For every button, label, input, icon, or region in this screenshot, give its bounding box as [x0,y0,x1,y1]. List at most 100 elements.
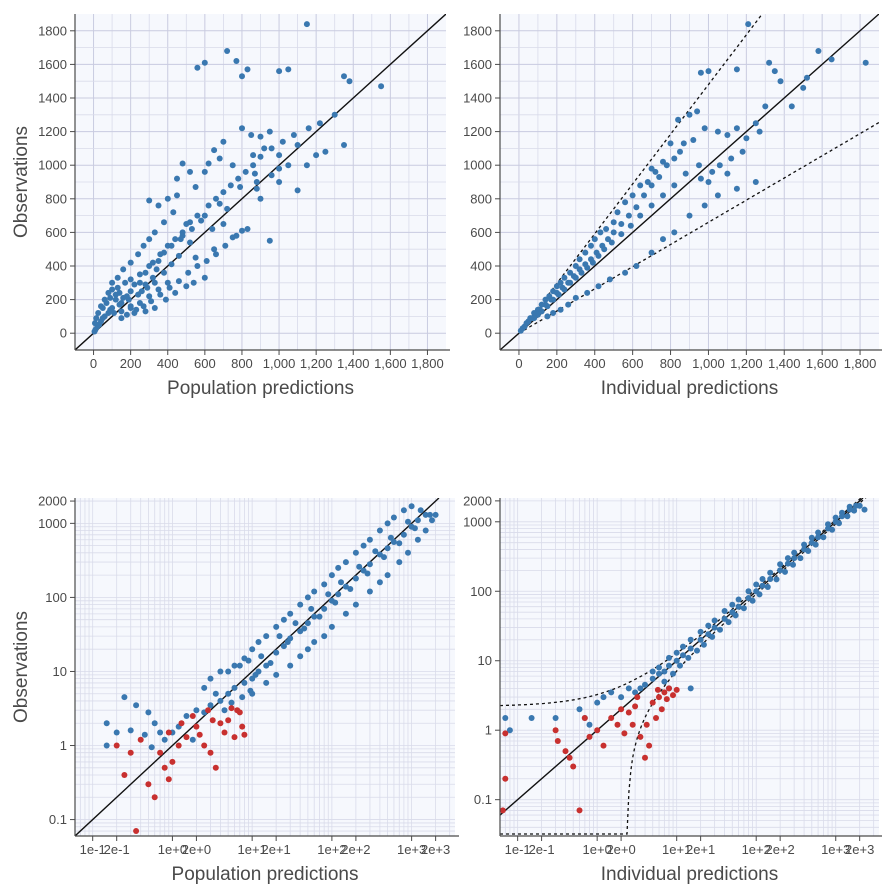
data-point [542,296,549,303]
data-point [825,521,831,528]
x-tick-label: 2e+2 [766,842,795,857]
data-point [187,239,193,246]
data-point [732,612,739,619]
data-point [221,729,228,736]
x-axis-title: Population predictions [167,378,354,399]
data-point [705,179,712,185]
data-point [133,828,140,834]
data-point [220,221,227,227]
y-tick-label: 1200 [463,124,492,139]
data-point [502,775,509,782]
data-point [396,540,403,547]
data-point [225,717,232,724]
data-point [239,125,245,132]
data-point [328,623,335,630]
data-point [610,219,617,226]
data-point [192,254,199,261]
data-point [185,269,192,276]
data-point [280,616,287,623]
x-tick-label: 400 [157,356,179,371]
data-point [405,518,411,525]
data-point [303,162,310,169]
data-point [633,263,640,269]
data-point [322,148,329,155]
data-point [273,671,280,678]
data-point [227,182,234,189]
data-point [390,539,397,545]
data-point [767,569,774,576]
data-point [205,202,212,209]
x-axis-title: Population predictions [172,864,359,884]
data-point [567,279,574,286]
data-point [285,66,292,73]
data-point [225,668,232,675]
data-point [287,610,294,617]
data-point [739,148,746,155]
data-point [178,720,185,727]
data-point [321,605,328,612]
data-point [192,184,199,190]
data-point [316,120,323,127]
data-point [661,668,668,675]
data-point [552,727,559,734]
data-point [169,758,176,765]
data-point [233,58,240,64]
data-point [268,145,275,152]
data-point [646,742,653,749]
data-point [92,320,98,327]
data-point [352,601,359,608]
data-point [284,639,291,645]
series-red [500,685,680,814]
y-axis-title: Observations [11,126,32,238]
data-point [839,509,845,516]
data-point [400,507,407,514]
y-tick-label: 1000 [463,514,492,529]
data-point [673,649,680,656]
data-point [229,162,236,169]
data-point [561,274,568,281]
data-point [677,148,683,155]
data-point [116,301,123,308]
panel-individual-log: 1e-12e-1 1e+02e+0 1e+12e+1 1e+22e+2 1e+32e+3… [463,493,882,884]
data-point [279,138,286,145]
data-point [352,575,359,582]
data-point [261,145,268,152]
data-point [155,286,162,293]
data-point [614,209,621,216]
data-point [249,646,256,653]
data-point [133,702,140,709]
data-point [729,601,736,608]
data-point [724,170,731,177]
x-tick-label: 1e+2 [742,842,771,857]
x-axis-title: Individual predictions [601,864,778,884]
data-point [725,619,732,626]
data-point [637,182,644,189]
y-tick-label: 0 [485,326,492,341]
data-point [701,202,708,209]
data-point [658,706,665,713]
data-point [276,152,283,159]
data-point [164,279,171,286]
data-point [151,305,158,311]
data-point [656,694,662,701]
x-tick-label: 2e+3 [421,842,450,857]
data-point [183,734,190,741]
y-tick-label: 1800 [38,23,67,38]
data-point [561,286,568,293]
data-point [733,66,740,73]
data-point [263,679,270,686]
data-point [649,699,656,706]
data-point [384,520,391,527]
data-point [149,274,156,281]
plot-area [500,14,879,350]
data-point [213,251,219,258]
data-point [554,738,561,744]
data-point [242,168,249,175]
data-point [98,303,104,310]
data-point [253,185,260,192]
data-point [161,764,168,771]
data-point [213,195,219,202]
data-point [164,195,171,202]
data-point [145,781,152,788]
